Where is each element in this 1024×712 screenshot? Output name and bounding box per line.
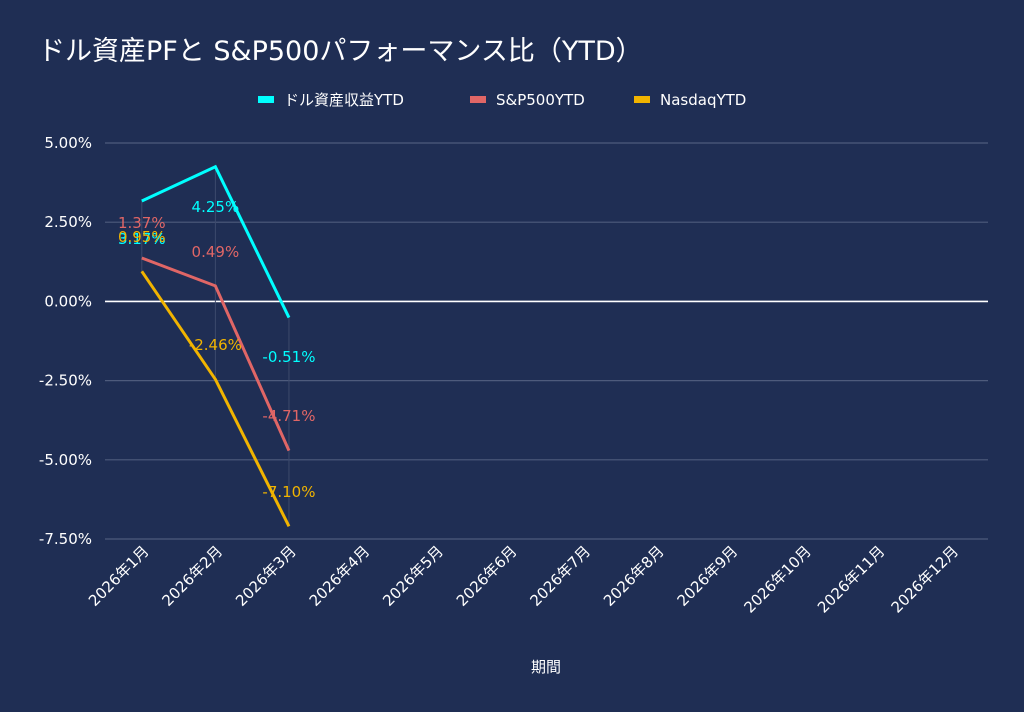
- y-tick-label: -7.50%: [39, 530, 92, 548]
- series-lines: [140, 164, 291, 527]
- data-label: 0.49%: [192, 243, 240, 261]
- data-label: 3.17%: [118, 230, 166, 248]
- y-tick-label: 0.00%: [44, 292, 92, 310]
- x-tick-label: 2026年9月: [674, 542, 742, 610]
- data-label: 0.95%: [118, 228, 166, 246]
- series-line-NasdaqYTD: [140, 270, 291, 527]
- y-axis: 5.00% 2.50% 0.00% -2.50% -5.00% -7.50%: [39, 134, 92, 548]
- legend-swatch: [258, 96, 274, 103]
- data-label: 4.25%: [192, 198, 240, 216]
- x-tick-label: 2026年5月: [379, 542, 447, 610]
- legend-label: NasdaqYTD: [660, 91, 746, 109]
- x-tick-label: 2026年2月: [159, 542, 227, 610]
- legend-label: ドル資産収益YTD: [284, 91, 404, 109]
- x-tick-label: 2026年3月: [232, 542, 300, 610]
- data-label: -4.71%: [262, 407, 315, 425]
- x-axis-title: 期間: [531, 658, 561, 676]
- series-line-S&P500YTD: [141, 256, 291, 452]
- x-tick-label: 2026年4月: [306, 542, 374, 610]
- x-tick-label: 2026年8月: [600, 542, 668, 610]
- y-tick-label: 5.00%: [44, 134, 92, 152]
- data-label: -2.46%: [189, 336, 242, 354]
- data-label: 1.37%: [118, 214, 166, 232]
- x-tick-label: 2026年12月: [888, 542, 962, 616]
- data-label: -0.51%: [262, 348, 315, 366]
- legend-label: S&P500YTD: [496, 91, 585, 109]
- series-line-ドル資産収益YTD: [141, 164, 291, 319]
- x-tick-label: 2026年1月: [85, 542, 153, 610]
- legend-swatch: [470, 96, 486, 103]
- y-tick-label: -5.00%: [39, 451, 92, 469]
- x-tick-label: 2026年11月: [814, 542, 888, 616]
- legend-swatch: [634, 96, 650, 103]
- x-axis: 2026年1月 2026年2月 2026年3月 2026年4月 2026年5月 2026年…: [85, 542, 962, 616]
- grid: [105, 142, 988, 540]
- x-tick-label: 2026年6月: [453, 542, 521, 610]
- data-label: -7.10%: [262, 483, 315, 501]
- x-tick-label: 2026年10月: [740, 542, 814, 616]
- data-labels: 3.17% 4.25% -0.51% 1.37% 0.49% -4.71% 0.95% -2.…: [118, 198, 316, 501]
- legend: ドル資産収益YTD S&P500YTD NasdaqYTD: [258, 91, 746, 109]
- chart-title: ドル資産PFと S&P500パフォーマンス比（YTD）: [38, 36, 643, 67]
- y-tick-label: 2.50%: [44, 213, 92, 231]
- x-tick-label: 2026年7月: [526, 542, 594, 610]
- y-tick-label: -2.50%: [39, 372, 92, 390]
